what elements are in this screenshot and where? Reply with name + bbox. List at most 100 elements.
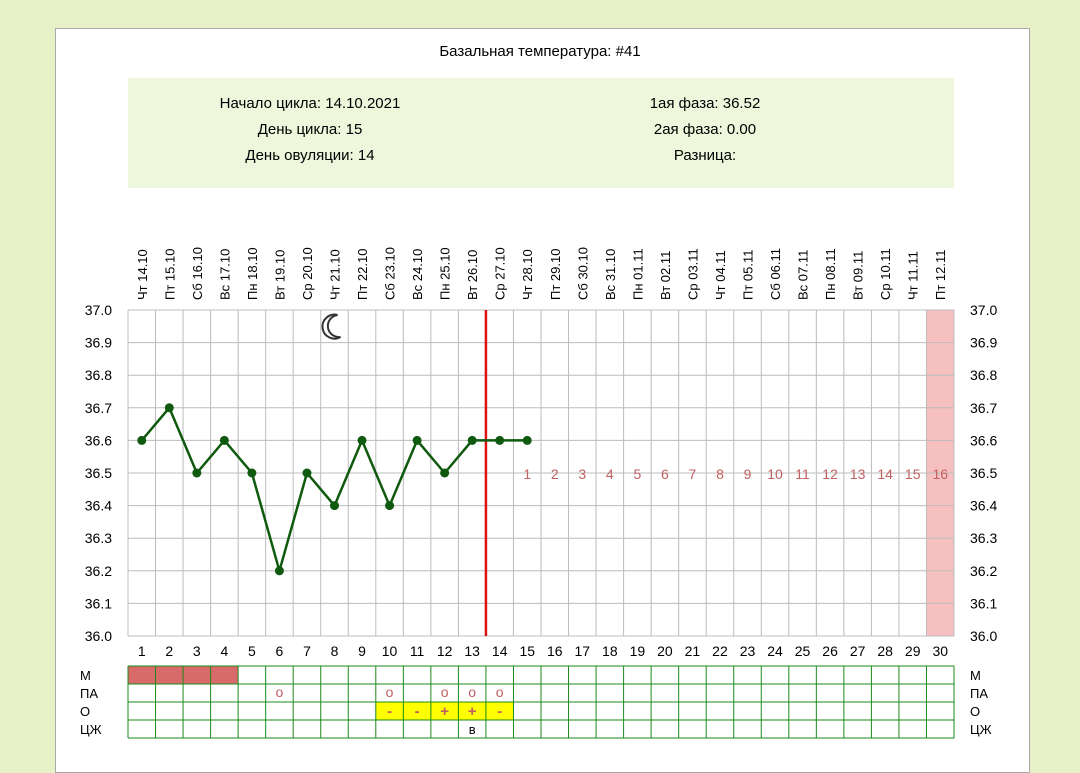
date-label: Ср 27.10 [493, 247, 508, 300]
phase-difference: Разница: [674, 147, 736, 164]
luteal-day-number: 14 [877, 466, 893, 482]
ovulation-test-cell [430, 702, 459, 720]
symptoms-table: М М ПА ПА О О ЦЖ ЦЖ о о о о о - - + + - в [80, 665, 992, 739]
day-number: 7 [303, 643, 311, 659]
temperature-point [164, 403, 174, 413]
day-number: 27 [850, 643, 866, 659]
day-number: 24 [767, 643, 783, 659]
luteal-day-number: 9 [744, 466, 752, 482]
date-label: Ср 20.10 [300, 247, 315, 300]
day-number: 22 [712, 643, 728, 659]
y-tick-label-right: 36.6 [970, 432, 997, 448]
y-tick-label: 36.4 [85, 498, 112, 514]
luteal-day-numbers: 1 2 3 4 5 6 7 8 9 10 11 12 13 14 15 16 [523, 466, 948, 482]
intercourse-mark: о [468, 684, 476, 700]
phase1-average: 1ая фаза: 36.52 [650, 95, 761, 112]
y-tick-label: 36.8 [85, 367, 112, 383]
y-tick-label-right: 36.9 [970, 335, 997, 351]
temperature-point [440, 468, 450, 478]
cervical-fluid-mark: в [469, 722, 476, 737]
day-number: 29 [905, 643, 921, 659]
date-label: Вс 24.10 [410, 249, 425, 300]
chart-grid [127, 309, 955, 637]
temperature-line [140, 405, 528, 576]
date-label: Вт 09.11 [851, 251, 866, 300]
date-label: Пн 01.11 [630, 248, 645, 300]
cycle-day: День цикла: 15 [258, 121, 363, 138]
date-label: Сб 16.10 [190, 247, 205, 300]
temperature-point [247, 468, 257, 478]
ovulation-test-mark: - [415, 703, 420, 720]
ovulation-test-mark: + [468, 703, 477, 720]
ovulation-test-mark: + [440, 703, 449, 720]
date-label: Пн 25.10 [438, 247, 453, 300]
date-label: Чт 11.11 [906, 251, 921, 300]
y-tick-label-right: 36.2 [970, 563, 997, 579]
y-tick-label-right: 36.5 [970, 465, 997, 481]
y-tick-label-right: 36.8 [970, 367, 997, 383]
luteal-day-number: 4 [606, 466, 614, 482]
intercourse-mark: о [496, 684, 504, 700]
date-label: Чт 14.10 [135, 249, 150, 300]
day-number: 8 [331, 643, 339, 659]
temperature-series [137, 403, 532, 576]
table-row-label-right: ЦЖ [970, 722, 992, 737]
y-axis-left: 37.0 36.9 36.8 36.7 36.6 36.5 36.4 36.3 36.2 36.1… [85, 302, 112, 644]
y-axis-right: 37.0 36.9 36.8 36.7 36.6 36.5 36.4 36.3 36.2 36.1… [970, 302, 997, 644]
ovulation-day: День овуляции: 14 [245, 147, 374, 164]
date-label: Ср 10.11 [878, 248, 893, 300]
luteal-day-number: 12 [822, 466, 838, 482]
temperature-point [357, 435, 367, 445]
ovulation-test-mark: - [387, 703, 392, 720]
ovulation-test-cell [485, 702, 514, 720]
temperature-point [274, 566, 284, 576]
day-number: 25 [795, 643, 811, 659]
table-row-label: О [80, 704, 90, 719]
date-label: Чт 28.10 [520, 249, 535, 300]
date-label: Пн 18.10 [245, 247, 260, 300]
table-row-label: ЦЖ [80, 722, 102, 737]
date-label: Сб 06.11 [768, 248, 783, 300]
day-number: 26 [822, 643, 838, 659]
table-row-label: М [80, 668, 91, 683]
day-number: 2 [165, 643, 173, 659]
day-number: 1 [138, 643, 146, 659]
date-label: Пн 08.11 [823, 248, 838, 300]
y-tick-label: 36.5 [85, 465, 112, 481]
day-number: 4 [220, 643, 228, 659]
y-tick-label: 37.0 [85, 302, 112, 318]
y-tick-label-right: 37.0 [970, 302, 997, 318]
date-labels: Чт 14.10 Пт 15.10 Сб 16.10 Вс 17.10 Пн 18.10… [135, 247, 948, 300]
temperature-point [412, 435, 422, 445]
y-tick-label: 36.2 [85, 563, 112, 579]
day-number: 5 [248, 643, 256, 659]
date-label: Сб 30.10 [575, 247, 590, 300]
table-row-label-right: М [970, 668, 981, 683]
day-numbers: 1 2 3 4 5 6 7 8 9 10 11 12 13 14 15 16 17 18 19 20 21 22 23 24 2… [138, 643, 948, 659]
luteal-day-number: 3 [578, 466, 586, 482]
temperature-point [192, 468, 202, 478]
luteal-day-number: 13 [850, 466, 866, 482]
luteal-day-number: 2 [551, 466, 559, 482]
day-number: 15 [519, 643, 535, 659]
table-row-label-right: О [970, 704, 980, 719]
y-tick-label: 36.3 [85, 530, 112, 546]
day-number: 19 [630, 643, 646, 659]
table-row-label-right: ПА [970, 686, 988, 701]
date-label: Вс 07.11 [796, 250, 811, 300]
temperature-point [219, 435, 229, 445]
luteal-day-number: 8 [716, 466, 724, 482]
cycle-info-panel [128, 78, 954, 188]
luteal-day-number: 7 [689, 466, 697, 482]
day-number: 9 [358, 643, 366, 659]
date-label: Пт 15.10 [162, 249, 177, 300]
y-tick-label-right: 36.3 [970, 530, 997, 546]
temperature-point [385, 501, 395, 511]
y-tick-label: 36.1 [85, 595, 112, 611]
day-number: 17 [575, 643, 591, 659]
intercourse-mark: о [276, 684, 284, 700]
day-number: 11 [410, 643, 425, 659]
y-tick-label-right: 36.1 [970, 595, 997, 611]
day-number: 18 [602, 643, 618, 659]
day-number: 21 [685, 643, 701, 659]
